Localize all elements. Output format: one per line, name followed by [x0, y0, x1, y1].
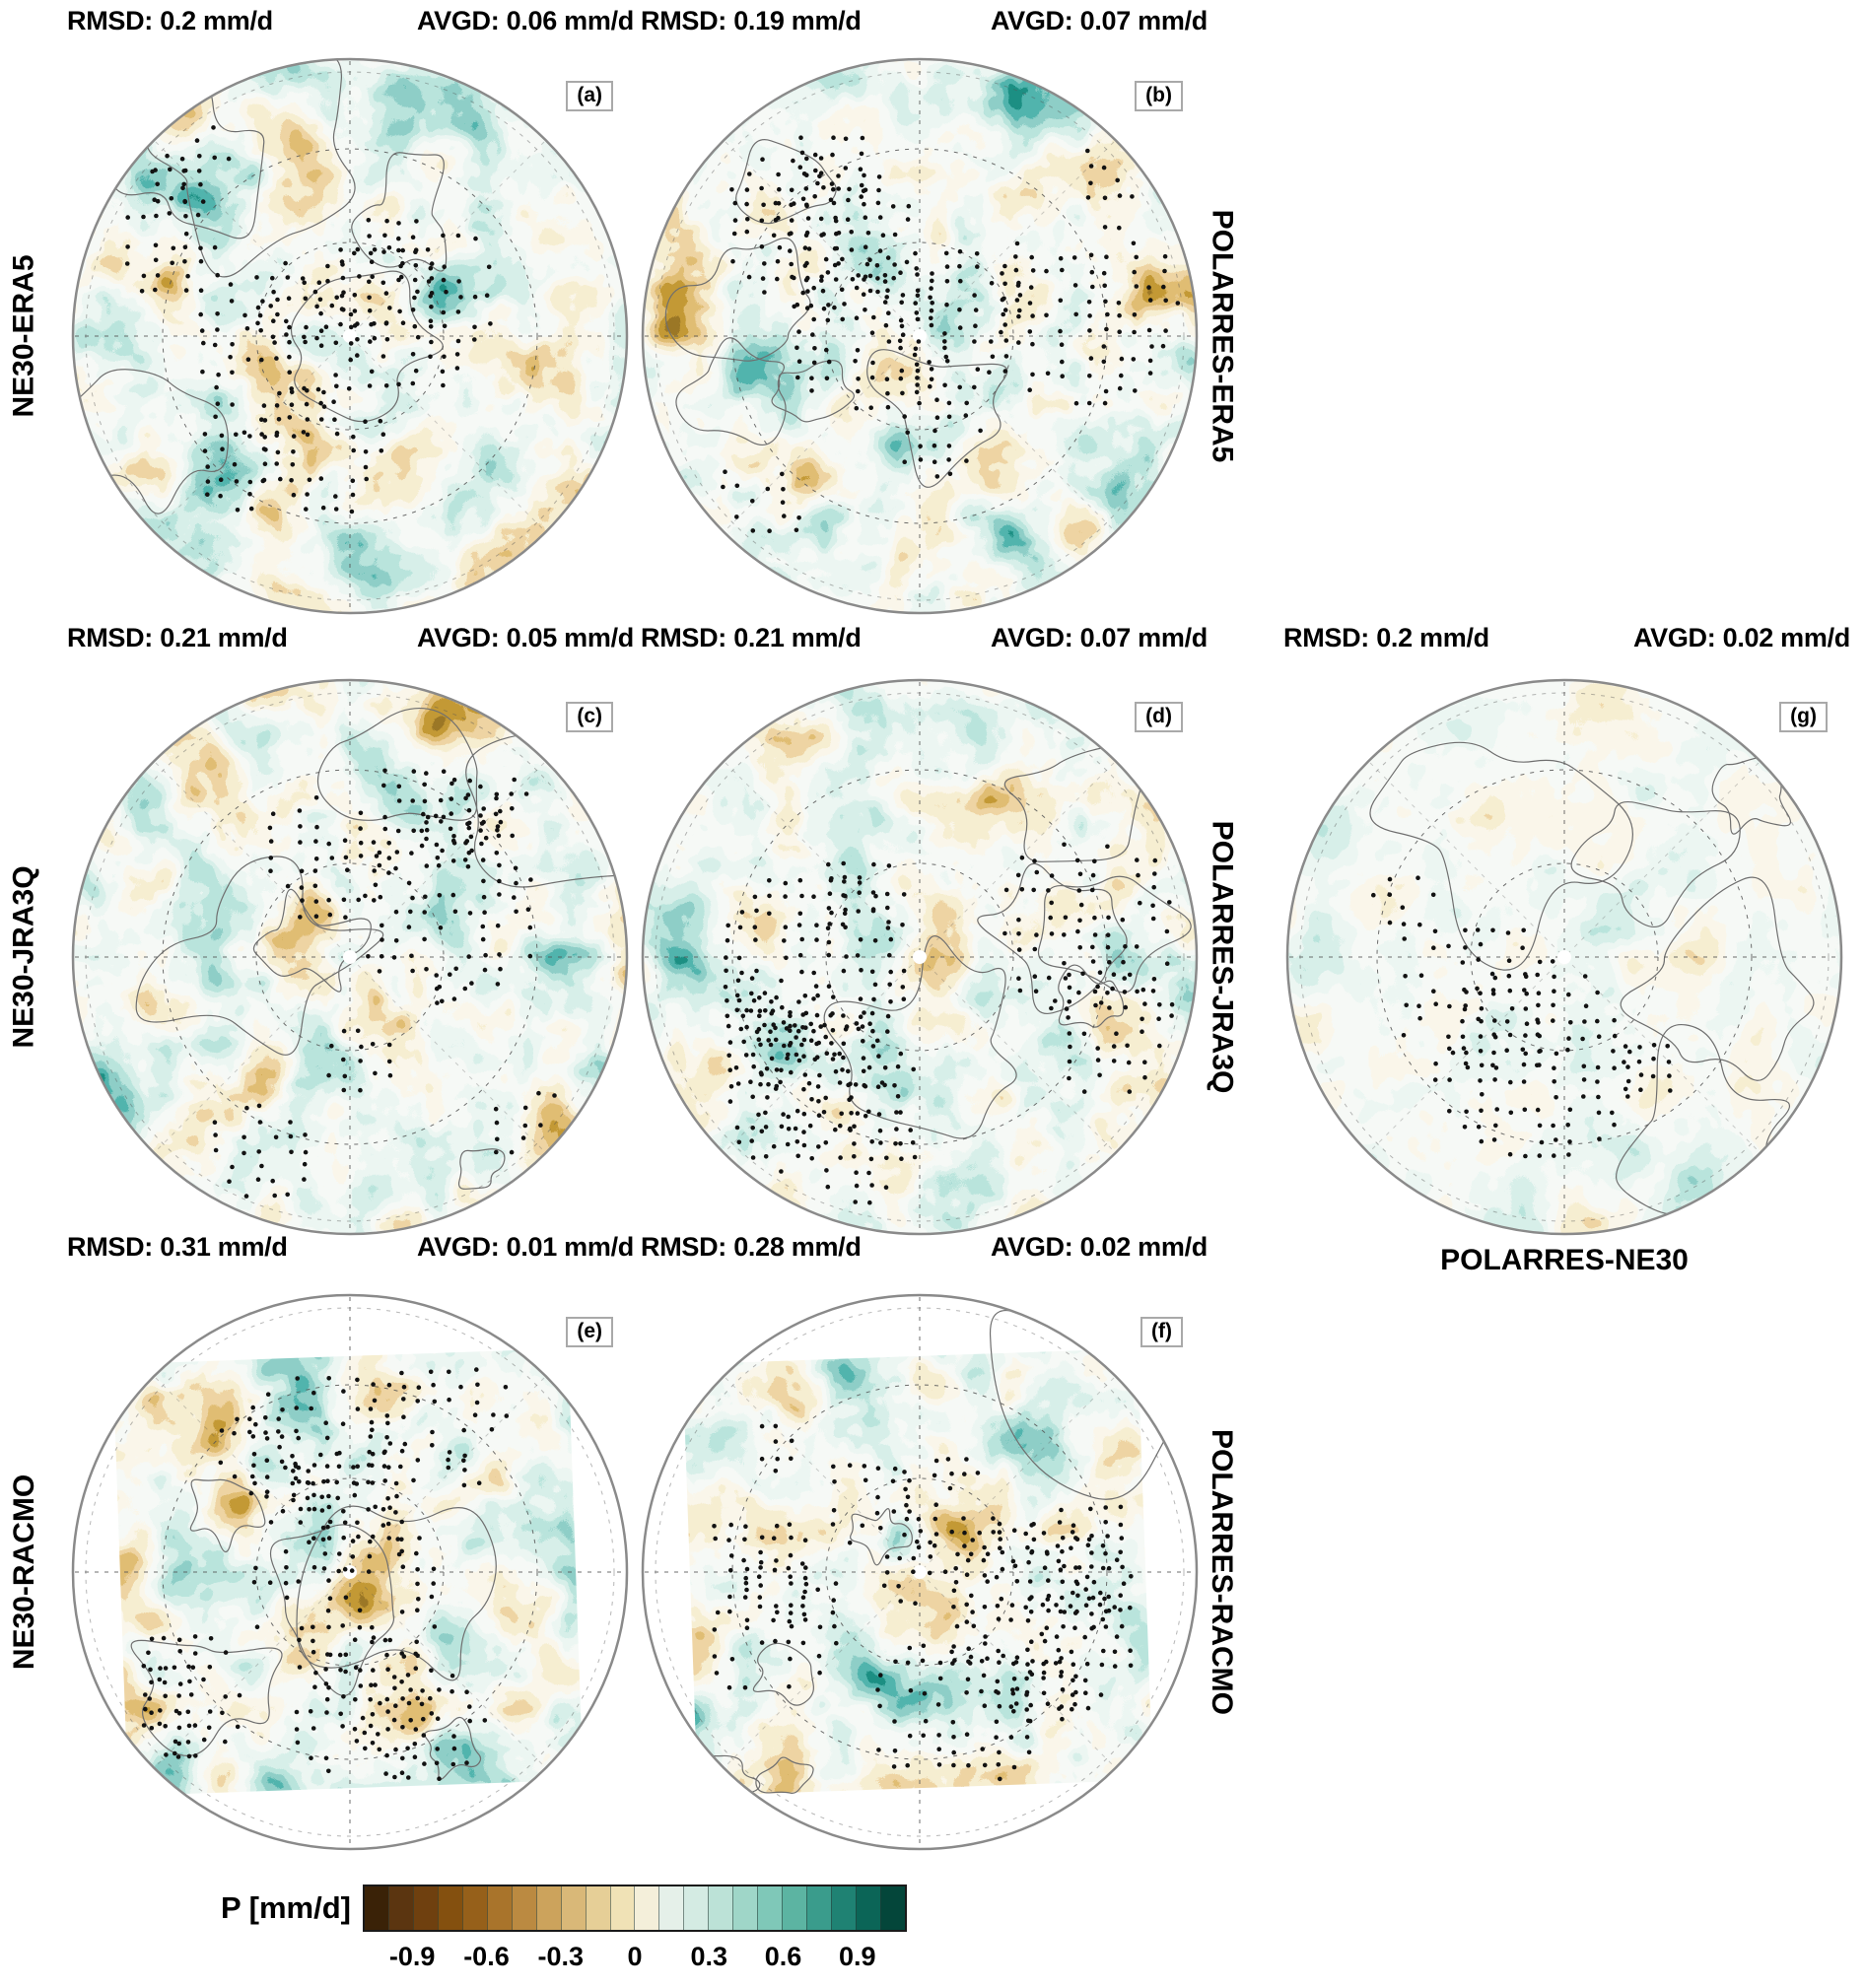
colorbar-segment	[461, 1886, 487, 1930]
colorbar-segment	[387, 1886, 413, 1930]
map-panel-a: (a)	[69, 55, 631, 617]
row-label-polarres-era5: POLARRES-ERA5	[1206, 209, 1239, 463]
colorbar-segment	[757, 1886, 783, 1930]
panel-letter-badge: (f)	[1140, 1317, 1183, 1347]
row-label-ne30-jra3q: NE30-JRA3Q	[8, 865, 41, 1049]
colorbar-segment	[511, 1886, 536, 1930]
colorbar-segment	[831, 1886, 857, 1930]
map-visual	[641, 57, 1199, 615]
avgd-text: AVGD: 0.02 mm/d	[1632, 623, 1850, 652]
colorbar-tick: -0.3	[537, 1942, 584, 1971]
colorbar-segment	[658, 1886, 684, 1930]
colorbar-segment	[683, 1886, 709, 1930]
colorbar-segment	[880, 1886, 905, 1930]
rmsd-text: RMSD: 0.2 mm/d	[1283, 623, 1489, 652]
map-visual	[1285, 678, 1843, 1236]
map-visual	[641, 1293, 1199, 1851]
row-label-polarres-racmo: POLARRES-RACMO	[1206, 1429, 1238, 1715]
colorbar-segment	[585, 1886, 610, 1930]
rmsd-text: RMSD: 0.19 mm/d	[641, 6, 862, 35]
colorbar-tick: 0.3	[690, 1942, 728, 1971]
colorbar-tick: -0.9	[388, 1942, 436, 1971]
avgd-text: AVGD: 0.07 mm/d	[990, 623, 1208, 652]
rmsd-text: RMSD: 0.2 mm/d	[67, 6, 273, 35]
panel-d-stats: RMSD: 0.21 mm/d AVGD: 0.07 mm/d	[641, 623, 1208, 653]
colorbar-segment	[732, 1886, 758, 1930]
colorbar-segment	[486, 1886, 512, 1930]
colorbar-tick: 0	[627, 1942, 643, 1971]
map-panel-f: (f)	[639, 1291, 1201, 1853]
map-panel-e: (e)	[69, 1291, 631, 1853]
panel-letter-badge: (b)	[1135, 81, 1183, 111]
panel-letter-badge: (d)	[1135, 702, 1183, 732]
map-panel-g: (g)	[1283, 676, 1845, 1238]
colorbar-segment	[535, 1886, 561, 1930]
colorbar-segment	[856, 1886, 881, 1930]
avgd-text: AVGD: 0.05 mm/d	[416, 623, 634, 652]
rmsd-text: RMSD: 0.31 mm/d	[67, 1232, 288, 1262]
avgd-text: AVGD: 0.02 mm/d	[990, 1232, 1208, 1262]
map-panel-b: (b)	[639, 55, 1201, 617]
map-visual	[641, 678, 1199, 1236]
colorbar-swatches	[363, 1885, 907, 1932]
map-visual	[71, 678, 629, 1236]
map-panel-c: (c)	[69, 676, 631, 1238]
avgd-text: AVGD: 0.07 mm/d	[990, 6, 1208, 35]
rmsd-text: RMSD: 0.28 mm/d	[641, 1232, 862, 1262]
avgd-text: AVGD: 0.01 mm/d	[416, 1232, 634, 1262]
colorbar-ticks: -0.9 -0.6 -0.3 0 0.3 0.6 0.9	[363, 1942, 907, 1977]
colorbar-segment	[412, 1886, 438, 1930]
colorbar-tick: -0.6	[463, 1942, 510, 1971]
panel-g-label: POLARRES-NE30	[1440, 1244, 1689, 1276]
row-label-polarres-jra3q: POLARRES-JRA3Q	[1206, 820, 1238, 1094]
colorbar-segment	[634, 1886, 659, 1930]
rmsd-text: RMSD: 0.21 mm/d	[67, 623, 288, 652]
panel-letter-badge: (a)	[566, 81, 613, 111]
colorbar-segment	[560, 1886, 586, 1930]
colorbar-segment	[609, 1886, 635, 1930]
colorbar-segment	[782, 1886, 807, 1930]
colorbar-segment	[437, 1886, 462, 1930]
colorbar: P [mm/d] -0.9 -0.6 -0.3 0 0.3 0.6 0.9	[207, 1879, 1094, 1987]
panel-e-stats: RMSD: 0.31 mm/d AVGD: 0.01 mm/d	[67, 1232, 634, 1263]
panel-letter-badge: (g)	[1779, 702, 1828, 732]
panel-letter-badge: (e)	[566, 1317, 613, 1347]
colorbar-segment	[708, 1886, 733, 1930]
rmsd-text: RMSD: 0.21 mm/d	[641, 623, 862, 652]
panel-f-stats: RMSD: 0.28 mm/d AVGD: 0.02 mm/d	[641, 1232, 1208, 1263]
colorbar-tick: 0.9	[839, 1942, 876, 1971]
colorbar-segment	[806, 1886, 832, 1930]
map-visual	[71, 57, 629, 615]
map-visual	[71, 1293, 629, 1851]
colorbar-segment	[365, 1886, 388, 1930]
panel-letter-badge: (c)	[566, 702, 613, 732]
panel-a-stats: RMSD: 0.2 mm/d AVGD: 0.06 mm/d	[67, 6, 634, 36]
panel-c-stats: RMSD: 0.21 mm/d AVGD: 0.05 mm/d	[67, 623, 634, 653]
map-panel-d: (d)	[639, 676, 1201, 1238]
panel-b-stats: RMSD: 0.19 mm/d AVGD: 0.07 mm/d	[641, 6, 1208, 36]
avgd-text: AVGD: 0.06 mm/d	[416, 6, 634, 35]
colorbar-tick: 0.6	[764, 1942, 802, 1971]
row-label-ne30-era5: NE30-ERA5	[8, 254, 40, 418]
row-label-ne30-racmo: NE30-RACMO	[8, 1474, 41, 1671]
colorbar-label: P [mm/d]	[220, 1890, 351, 1925]
panel-g-stats: RMSD: 0.2 mm/d AVGD: 0.02 mm/d	[1283, 623, 1850, 653]
